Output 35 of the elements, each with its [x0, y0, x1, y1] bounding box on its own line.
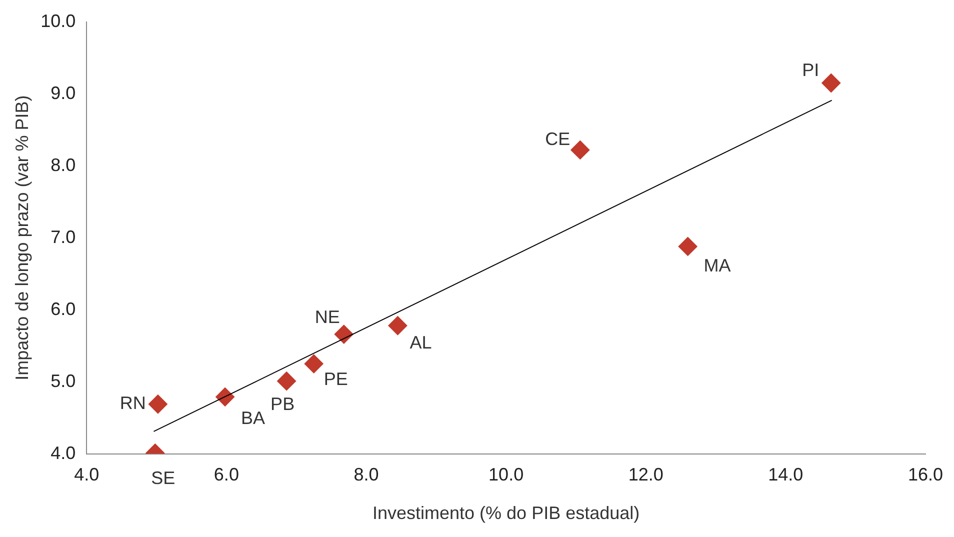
annotation: NE [314, 307, 340, 328]
annotation: RN [120, 393, 146, 414]
annotation: PB [270, 394, 295, 414]
y-tick-label: 5.0 [50, 370, 76, 391]
y-tick-label: 8.0 [50, 154, 76, 175]
y-tick-label: 4.0 [50, 442, 76, 463]
y-tick-label: 10.0 [40, 10, 76, 31]
x-tick-label: 16.0 [908, 464, 944, 485]
x-tick-label: 12.0 [628, 464, 664, 485]
x-tick-label: 6.0 [214, 464, 239, 485]
x-axis-title: Investimento (% do PIB estadual) [372, 503, 640, 524]
point [388, 316, 408, 336]
x-tick-label: 4.0 [74, 464, 100, 485]
y-tick-label: 9.0 [50, 82, 76, 103]
annotation: PI [802, 60, 820, 80]
y-axis-title: Impacto de longo prazo (var % PIB) [12, 95, 32, 380]
x-tick-label: 8.0 [354, 464, 379, 485]
point [822, 74, 841, 92]
x-tick-label: 14.0 [768, 464, 804, 485]
point [570, 140, 590, 160]
annotation: MA [704, 255, 731, 276]
annotation: SE [151, 468, 176, 488]
point [678, 236, 698, 256]
point [148, 394, 168, 414]
y-tick-label: 6.0 [50, 298, 76, 319]
annotation: PE [324, 368, 348, 389]
annotation: CE [545, 128, 570, 149]
annotation: BA [241, 408, 266, 428]
x-tick-label: 10.0 [488, 464, 524, 485]
point [277, 372, 296, 391]
point [334, 324, 354, 344]
y-tick-label: 7.0 [50, 226, 76, 247]
point [304, 354, 324, 374]
annotation: AL [410, 332, 432, 353]
point [216, 387, 235, 406]
